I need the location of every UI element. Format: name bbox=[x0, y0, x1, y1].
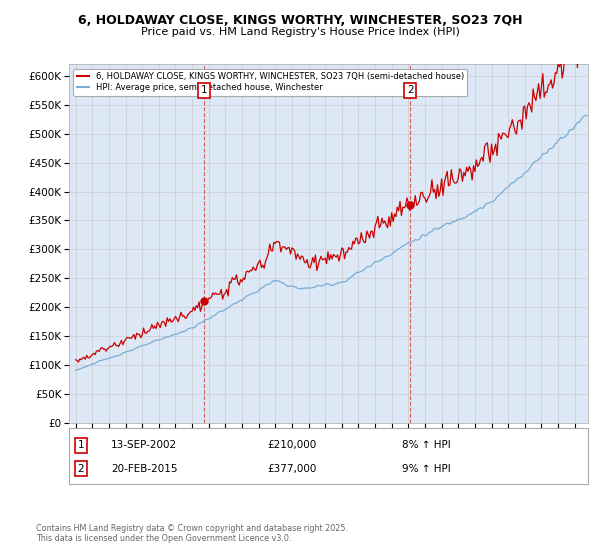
Text: Price paid vs. HM Land Registry's House Price Index (HPI): Price paid vs. HM Land Registry's House … bbox=[140, 27, 460, 37]
Text: 1: 1 bbox=[200, 86, 207, 95]
Text: 2: 2 bbox=[407, 86, 413, 95]
Text: 2: 2 bbox=[77, 464, 85, 474]
Legend: 6, HOLDAWAY CLOSE, KINGS WORTHY, WINCHESTER, SO23 7QH (semi-detached house), HPI: 6, HOLDAWAY CLOSE, KINGS WORTHY, WINCHES… bbox=[73, 68, 467, 96]
Text: 9% ↑ HPI: 9% ↑ HPI bbox=[402, 464, 451, 474]
Text: 6, HOLDAWAY CLOSE, KINGS WORTHY, WINCHESTER, SO23 7QH: 6, HOLDAWAY CLOSE, KINGS WORTHY, WINCHES… bbox=[78, 14, 522, 27]
Text: 1: 1 bbox=[77, 440, 85, 450]
Text: 8% ↑ HPI: 8% ↑ HPI bbox=[402, 440, 451, 450]
Text: 13-SEP-2002: 13-SEP-2002 bbox=[111, 440, 177, 450]
Text: Contains HM Land Registry data © Crown copyright and database right 2025.
This d: Contains HM Land Registry data © Crown c… bbox=[36, 524, 348, 543]
Text: 20-FEB-2015: 20-FEB-2015 bbox=[111, 464, 178, 474]
Text: £377,000: £377,000 bbox=[267, 464, 316, 474]
Text: £210,000: £210,000 bbox=[267, 440, 316, 450]
